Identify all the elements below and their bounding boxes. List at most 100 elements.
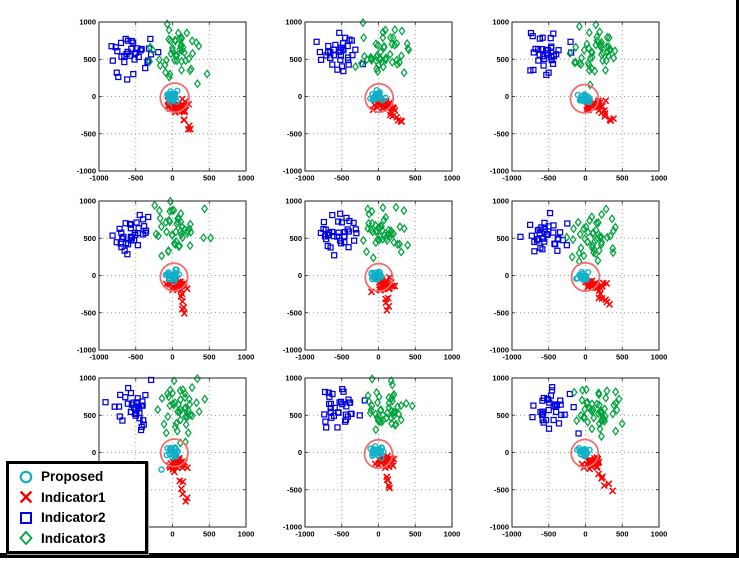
legend-label-indicator3: Indicator3 [41,530,106,546]
cluster-annotation-circle [159,438,189,468]
series-indicator3 [566,20,619,90]
series-indicator1 [369,97,406,126]
svg-text:500: 500 [289,234,302,243]
svg-text:-1000: -1000 [490,346,509,355]
series-indicator2 [102,376,155,434]
cluster-annotation-circle [570,438,600,468]
svg-text:1000: 1000 [79,18,96,27]
series-indicator2 [529,384,582,437]
series-proposed [573,268,592,283]
right-edge-line [736,0,739,558]
svg-text:-500: -500 [287,485,302,494]
svg-text:500: 500 [496,411,509,420]
svg-text:1000: 1000 [651,530,668,539]
svg-text:500: 500 [616,530,629,539]
svg-text:-500: -500 [334,530,349,539]
series-indicator3 [351,17,413,78]
subplot-r3c3: -1000 -500 0 500 1000 -1000 -500 0 500 1000 [467,370,668,546]
legend-item-indicator1: Indicator1 [15,487,145,507]
svg-text:-500: -500 [81,308,96,317]
series-indicator1 [371,452,398,492]
bottom-divider-bar [0,553,739,558]
svg-text:500: 500 [496,234,509,243]
svg-text:-500: -500 [334,353,349,362]
subplot-r1c3: -1000 -500 0 500 1000 -1000 -500 0 500 1000 [467,14,668,190]
svg-text:1000: 1000 [79,197,96,206]
svg-text:500: 500 [409,530,422,539]
svg-text:500: 500 [289,55,302,64]
series-indicator2 [313,29,366,75]
svg-text:0: 0 [505,92,509,101]
svg-text:1000: 1000 [492,197,509,206]
svg-text:-500: -500 [287,129,302,138]
series-indicator3 [359,202,412,263]
svg-text:500: 500 [83,55,96,64]
svg-text:500: 500 [203,530,216,539]
svg-text:1000: 1000 [285,18,302,27]
cluster-annotation-circle [364,82,395,114]
svg-text:-500: -500 [541,530,556,539]
svg-text:-1000: -1000 [295,174,314,183]
svg-text:1000: 1000 [444,174,461,183]
series-indicator2 [317,210,360,259]
svg-text:500: 500 [289,411,302,420]
series-indicator1 [578,453,617,495]
series-indicator3 [570,384,626,442]
svg-text:-1000: -1000 [283,523,302,532]
svg-text:-1000: -1000 [295,353,314,362]
svg-text:0: 0 [298,271,302,280]
legend-item-indicator3: Indicator3 [15,528,145,548]
cluster-annotation-circle [159,262,189,292]
svg-text:-1000: -1000 [490,523,509,532]
svg-text:-500: -500 [541,353,556,362]
svg-text:-1000: -1000 [89,174,108,183]
cluster-annotation-circle [363,438,394,470]
series-proposed [573,444,593,460]
series-indicator2 [109,211,152,258]
svg-text:500: 500 [616,174,629,183]
legend-label-proposed: Proposed [41,469,104,485]
svg-text:-1000: -1000 [502,530,521,539]
svg-text:-500: -500 [81,129,96,138]
svg-text:1000: 1000 [651,353,668,362]
indicator3-diamond-icon [19,531,33,546]
legend-item-indicator2: Indicator2 [15,508,145,528]
svg-text:1000: 1000 [238,174,255,183]
cluster-annotation-circle [364,262,394,293]
svg-text:500: 500 [409,353,422,362]
series-proposed [367,86,389,104]
svg-text:0: 0 [583,530,587,539]
subplot-r1c1: -1000 -500 0 500 1000 -1000 -500 0 500 1000 [54,14,255,190]
svg-text:1000: 1000 [444,530,461,539]
subplot-r1c2: -1000 -500 0 500 1000 -1000 -500 0 500 1000 [260,14,461,190]
svg-text:1000: 1000 [79,374,96,383]
svg-text:0: 0 [376,353,380,362]
series-proposed [367,442,387,462]
svg-text:500: 500 [409,174,422,183]
svg-text:-1000: -1000 [89,353,108,362]
svg-text:-500: -500 [334,174,349,183]
series-proposed [162,266,183,285]
svg-text:-500: -500 [128,353,143,362]
svg-text:0: 0 [92,448,96,457]
legend-item-proposed: Proposed [15,467,145,487]
svg-text:-1000: -1000 [283,167,302,176]
svg-text:-1000: -1000 [77,346,96,355]
subplot-r3c2: -1000 -500 0 500 1000 -1000 -500 0 500 1000 [260,370,461,546]
series-indicator2 [321,386,368,431]
series-proposed [158,444,181,473]
cluster-annotation-circle [570,261,601,293]
series-indicator1 [165,454,191,505]
svg-text:500: 500 [496,55,509,64]
series-proposed [368,268,385,283]
subplot-r2c3: -1000 -500 0 500 1000 -1000 -500 0 500 1000 [467,193,668,369]
svg-text:0: 0 [170,530,174,539]
cluster-annotation-circle [569,83,600,114]
svg-text:0: 0 [92,92,96,101]
svg-text:1000: 1000 [238,530,255,539]
svg-text:500: 500 [616,353,629,362]
svg-text:1000: 1000 [285,197,302,206]
subplot-r2c1: -1000 -500 0 500 1000 -1000 -500 0 500 1000 [54,193,255,369]
series-indicator2 [108,35,178,109]
